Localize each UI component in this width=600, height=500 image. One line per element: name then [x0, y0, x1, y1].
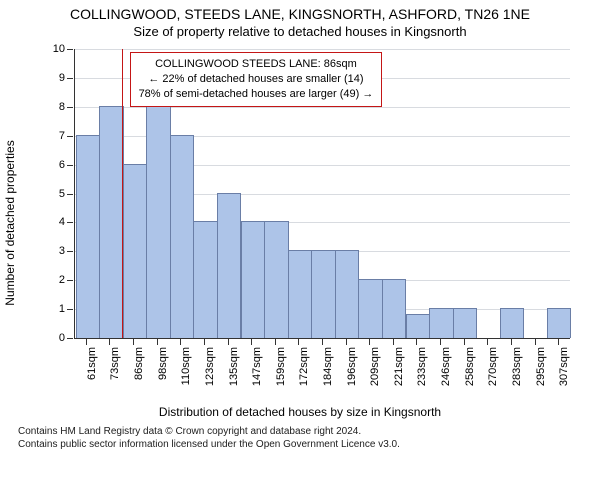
x-tick-label: 61sqm — [86, 347, 98, 380]
x-tick-label: 147sqm — [251, 347, 263, 386]
x-tick — [298, 339, 299, 345]
histogram-bar — [288, 250, 312, 338]
y-tick-label: 10 — [53, 43, 65, 55]
annotation-box: COLLINGWOOD STEEDS LANE: 86sqm← 22% of d… — [130, 52, 383, 107]
y-tick — [67, 338, 73, 339]
histogram-bar — [241, 221, 265, 338]
histogram-bar — [311, 250, 335, 338]
histogram-bar — [382, 279, 406, 338]
x-tick-label: 221sqm — [393, 347, 405, 386]
y-tick-label: 7 — [59, 130, 65, 142]
footer-line-1: Contains HM Land Registry data © Crown c… — [18, 425, 582, 438]
annotation-line: 78% of semi-detached houses are larger (… — [139, 87, 374, 102]
y-tick-label: 8 — [59, 101, 65, 113]
x-tick — [558, 339, 559, 345]
footer-line-2: Contains public sector information licen… — [18, 438, 582, 451]
gridline — [75, 49, 570, 50]
histogram-bar — [217, 193, 241, 339]
x-tick-label: 258sqm — [464, 347, 476, 386]
x-tick-label: 172sqm — [298, 347, 310, 386]
x-tick-label: 86sqm — [133, 347, 145, 380]
x-tick — [369, 339, 370, 345]
y-tick — [67, 251, 73, 252]
x-tick-label: 307sqm — [558, 347, 570, 386]
x-tick-label: 159sqm — [275, 347, 287, 386]
plot-area: 012345678910COLLINGWOOD STEEDS LANE: 86s… — [74, 49, 570, 339]
x-tick — [535, 339, 536, 345]
x-tick — [511, 339, 512, 345]
histogram-bar — [547, 308, 571, 338]
annotation-line: ← 22% of detached houses are smaller (14… — [139, 72, 374, 87]
histogram-bar — [264, 221, 288, 338]
x-tick-label: 196sqm — [346, 347, 358, 386]
histogram-bar — [500, 308, 524, 338]
x-tick — [133, 339, 134, 345]
x-tick — [464, 339, 465, 345]
x-tick-label: 184sqm — [322, 347, 334, 386]
y-tick-label: 6 — [59, 159, 65, 171]
y-tick — [67, 107, 73, 108]
y-tick-label: 1 — [59, 303, 65, 315]
x-tick-label: 110sqm — [180, 347, 192, 385]
x-axis-label: Distribution of detached houses by size … — [0, 405, 600, 419]
x-tick — [416, 339, 417, 345]
y-tick-label: 4 — [59, 216, 65, 228]
histogram-bar — [335, 250, 359, 338]
x-tick — [487, 339, 488, 345]
x-tick — [393, 339, 394, 345]
y-tick-label: 5 — [59, 188, 65, 200]
x-tick — [275, 339, 276, 345]
x-tick-label: 246sqm — [440, 347, 452, 386]
y-tick — [67, 49, 73, 50]
x-tick — [440, 339, 441, 345]
y-tick-label: 0 — [59, 332, 65, 344]
footer: Contains HM Land Registry data © Crown c… — [0, 419, 600, 451]
histogram-bar — [453, 308, 477, 338]
x-tick — [157, 339, 158, 345]
x-tick — [204, 339, 205, 345]
histogram-bar — [429, 308, 453, 338]
x-tick — [322, 339, 323, 345]
x-tick-label: 295sqm — [535, 347, 547, 386]
y-tick — [67, 165, 73, 166]
y-tick — [67, 280, 73, 281]
x-tick-label: 283sqm — [511, 347, 523, 386]
y-tick-label: 9 — [59, 72, 65, 84]
marker-line — [122, 49, 123, 338]
annotation-line: COLLINGWOOD STEEDS LANE: 86sqm — [139, 57, 374, 72]
x-tick-label: 270sqm — [487, 347, 499, 386]
page-title: COLLINGWOOD, STEEDS LANE, KINGSNORTH, AS… — [0, 0, 600, 22]
x-tick — [228, 339, 229, 345]
histogram-bar — [170, 135, 194, 338]
x-tick-label: 123sqm — [204, 347, 216, 386]
y-tick — [67, 136, 73, 137]
y-tick — [67, 78, 73, 79]
y-tick — [67, 194, 73, 195]
y-tick-label: 2 — [59, 274, 65, 286]
y-tick — [67, 309, 73, 310]
x-axis-ticks: 61sqm 73sqm 86sqm 98sqm 110sqm 123sqm 135sqm 14… — [74, 339, 570, 403]
histogram-bar — [358, 279, 382, 338]
chart-container: Number of detached properties 0123456789… — [20, 43, 580, 403]
x-tick-label: 73sqm — [109, 347, 121, 380]
x-tick — [251, 339, 252, 345]
histogram-bar — [146, 106, 170, 338]
histogram-bar — [123, 164, 147, 338]
x-tick-label: 233sqm — [416, 347, 428, 386]
chart-subtitle: Size of property relative to detached ho… — [0, 22, 600, 43]
histogram-bar — [99, 106, 123, 338]
x-tick-label: 209sqm — [369, 347, 381, 386]
x-tick — [180, 339, 181, 345]
x-tick — [86, 339, 87, 345]
x-tick-label: 135sqm — [228, 347, 240, 386]
y-axis-label: Number of detached properties — [3, 140, 17, 305]
x-tick-label: 98sqm — [157, 347, 169, 380]
histogram-bar — [76, 135, 100, 338]
x-tick — [109, 339, 110, 345]
y-tick — [67, 222, 73, 223]
histogram-bar — [406, 314, 430, 338]
histogram-bar — [193, 221, 217, 338]
y-tick-label: 3 — [59, 245, 65, 257]
x-tick — [346, 339, 347, 345]
